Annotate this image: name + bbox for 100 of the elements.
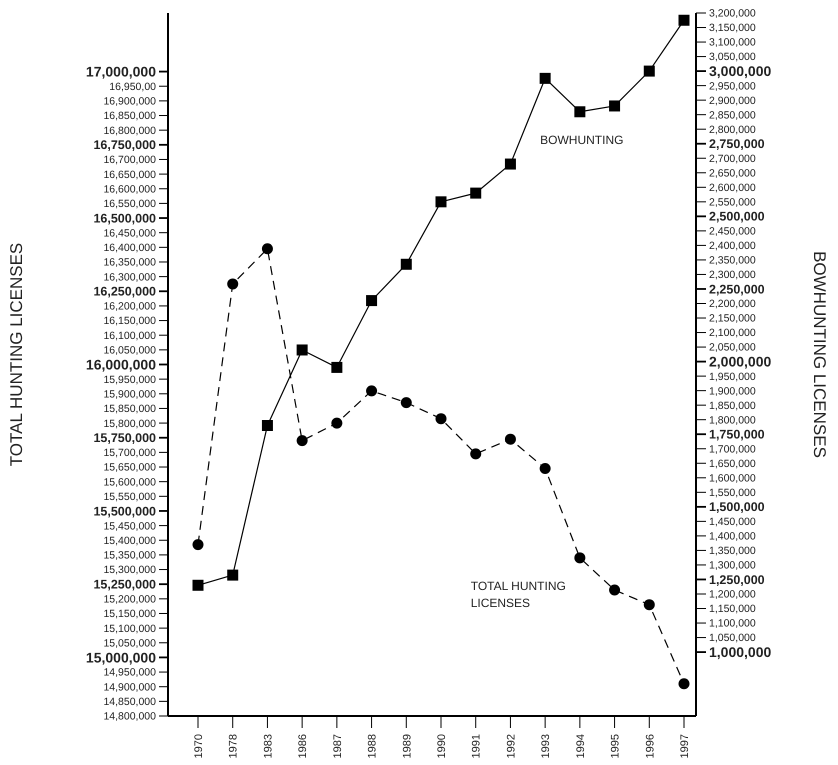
y2-tick-label: 1,500,000 <box>709 500 765 514</box>
x-tick-label: 1995 <box>610 734 622 758</box>
y-tick-label: 15,050,000 <box>103 637 156 650</box>
y-tick-label: 14,900,000 <box>103 681 156 694</box>
point <box>436 413 446 424</box>
point <box>400 397 412 408</box>
y-tick-label: 17,000,000 <box>86 63 156 80</box>
point <box>366 385 378 396</box>
x-tick-label: 1994 <box>574 734 587 758</box>
y2-tick-label: 1,100,000 <box>709 618 756 630</box>
x-tick-label: 1988 <box>366 734 379 758</box>
y2-tick-label: 2,750,000 <box>709 137 765 152</box>
y-tick-label: 16,300,000 <box>103 271 156 284</box>
point <box>609 584 620 596</box>
point <box>227 278 238 290</box>
y-tick-label: 16,900,000 <box>103 96 156 108</box>
y2-tick-label: 1,850,000 <box>709 400 756 412</box>
y-tick-label: 14,850,000 <box>103 696 156 708</box>
point <box>574 552 586 564</box>
y-tick-label: 15,450,000 <box>103 520 156 532</box>
y-tick-label: 15,250,000 <box>93 578 156 592</box>
y-tick-label: 16,700,000 <box>103 154 156 166</box>
x-tick-label: 1987 <box>332 734 344 758</box>
y2-tick-label: 2,050,000 <box>709 342 756 354</box>
point <box>331 362 342 373</box>
series-label: BOWHUNTING <box>540 132 624 147</box>
y2-tick-label: 3,050,000 <box>709 51 756 64</box>
y2-tick-label: 1,700,000 <box>709 443 756 456</box>
y2-tick-label: 1,000,000 <box>709 644 772 660</box>
y2-tick-label: 2,200,000 <box>709 298 756 310</box>
y-tick-label: 16,500,000 <box>93 211 156 226</box>
point <box>436 196 446 208</box>
y2-tick-label: 2,800,000 <box>709 124 756 136</box>
point <box>192 539 204 550</box>
x-tick-label: 1986 <box>297 734 310 758</box>
point <box>400 258 412 270</box>
x-tick-label: 1990 <box>436 734 448 758</box>
x-tick-label: 1989 <box>401 734 414 758</box>
x-tick-label: 1992 <box>505 734 518 758</box>
y-tick-label: 15,000,000 <box>86 649 156 666</box>
y2-tick-label: 2,300,000 <box>709 269 756 282</box>
y2-tick-label: 2,650,000 <box>709 167 756 180</box>
point <box>470 448 482 460</box>
y2-tick-label: 2,550,000 <box>709 196 756 208</box>
point <box>644 66 655 77</box>
y-tick-label: 16,650,000 <box>103 168 156 181</box>
y-tick-label: 15,950,000 <box>103 374 156 386</box>
y2-tick-label: 1,800,000 <box>709 414 756 426</box>
y2-tick-label: 1,400,000 <box>709 530 756 543</box>
point <box>470 188 482 199</box>
y-tick-label: 14,950,000 <box>103 666 156 679</box>
y-tick-label: 16,800,000 <box>103 124 156 137</box>
y2-tick-label: 2,400,000 <box>709 240 756 252</box>
y2-tick-label: 3,200,000 <box>709 8 756 20</box>
point <box>366 295 378 306</box>
y-axis-title: TOTAL HUNTING LICENSES <box>7 242 26 466</box>
point <box>644 599 655 610</box>
y-tick-label: 15,550,000 <box>103 490 156 503</box>
x-tick-label: 1970 <box>193 734 205 758</box>
point <box>540 462 551 474</box>
y2-tick-label: 2,600,000 <box>709 182 756 194</box>
y2-tick-label: 1,950,000 <box>709 370 756 383</box>
y2-tick-label: 3,100,000 <box>709 36 756 49</box>
y-tick-label: 16,850,000 <box>103 110 156 122</box>
y-tick-label: 16,350,000 <box>103 256 156 269</box>
y2-tick-label: 2,250,000 <box>709 282 765 296</box>
y2-tick-label: 1,550,000 <box>709 486 756 499</box>
y-tick-label: 16,250,000 <box>93 284 156 299</box>
x-tick-label: 1983 <box>262 734 274 758</box>
y-tick-label: 16,400,000 <box>103 242 156 254</box>
y-tick-label: 15,600,000 <box>103 476 156 488</box>
point <box>504 158 516 170</box>
y2-tick-label: 1,600,000 <box>709 472 756 484</box>
y-tick-label: 15,150,000 <box>103 608 156 620</box>
y-tick-label: 15,500,000 <box>93 504 156 518</box>
y-tick-label: 16,950,00 <box>109 80 156 93</box>
y2-tick-label: 3,000,000 <box>709 63 772 79</box>
point <box>678 678 690 690</box>
y2-tick-label: 2,100,000 <box>709 327 756 340</box>
y2-tick-label: 1,450,000 <box>709 516 756 528</box>
y2-tick-label: 2,900,000 <box>709 94 756 107</box>
y2-tick-label: 2,700,000 <box>709 152 756 165</box>
point <box>192 580 204 591</box>
y-tick-label: 16,600,000 <box>103 183 156 196</box>
y-tick-label: 15,700,000 <box>103 447 156 460</box>
y2-tick-label: 2,500,000 <box>709 210 765 224</box>
y2-tick-label: 1,650,000 <box>709 458 756 470</box>
y2-tick-label: 1,300,000 <box>709 560 756 572</box>
point <box>574 106 586 118</box>
y2-tick-label: 2,350,000 <box>709 254 756 267</box>
y-tick-label: 15,650,000 <box>103 462 156 474</box>
y-tick-label: 15,300,000 <box>103 564 156 576</box>
x-tick-label: 1978 <box>228 734 240 758</box>
y2-tick-label: 1,900,000 <box>709 385 756 398</box>
point <box>678 14 690 26</box>
y-tick-label: 14,800,000 <box>103 710 156 723</box>
point <box>296 435 308 446</box>
y-tick-label: 15,200,000 <box>103 594 156 606</box>
point <box>540 72 551 84</box>
y2-tick-label: 1,150,000 <box>709 603 756 616</box>
